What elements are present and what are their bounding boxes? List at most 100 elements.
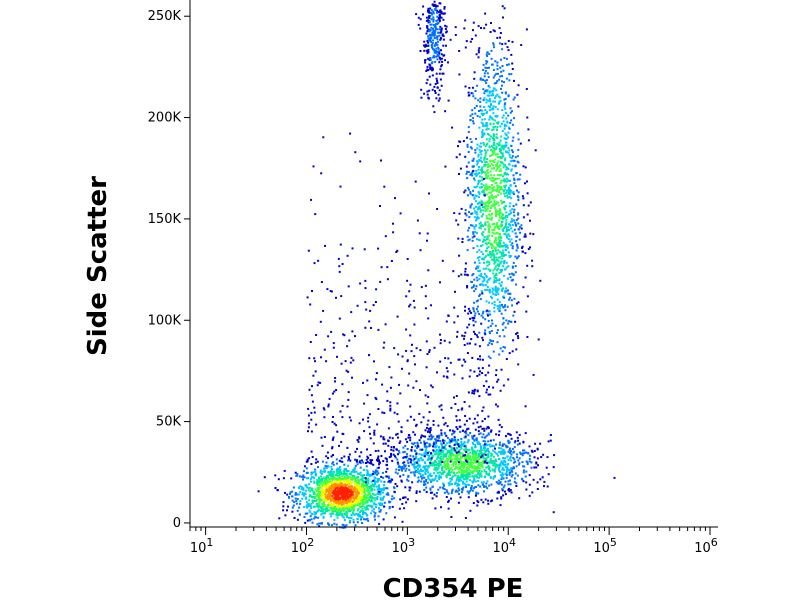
data-point bbox=[483, 75, 486, 78]
data-point bbox=[502, 69, 505, 72]
data-point bbox=[543, 480, 546, 483]
data-point bbox=[313, 497, 316, 500]
data-point bbox=[418, 472, 420, 475]
data-point bbox=[507, 442, 510, 445]
data-point bbox=[486, 237, 489, 240]
data-point bbox=[438, 436, 441, 439]
data-point bbox=[437, 462, 440, 465]
data-point bbox=[463, 335, 466, 338]
data-point bbox=[516, 160, 519, 163]
data-point bbox=[351, 505, 354, 508]
data-point bbox=[367, 477, 370, 480]
data-point bbox=[488, 443, 491, 446]
data-point bbox=[491, 137, 494, 139]
data-point bbox=[509, 296, 512, 299]
data-point bbox=[416, 446, 418, 449]
data-point bbox=[306, 519, 309, 522]
data-point bbox=[384, 450, 386, 453]
data-point bbox=[485, 98, 488, 101]
data-point bbox=[438, 471, 441, 474]
data-point bbox=[493, 267, 496, 270]
data-point bbox=[402, 473, 405, 476]
data-point bbox=[423, 40, 426, 43]
data-point bbox=[317, 476, 320, 479]
data-point bbox=[495, 269, 498, 272]
data-point bbox=[476, 250, 479, 253]
data-point bbox=[452, 461, 455, 464]
data-point bbox=[325, 479, 328, 482]
data-point bbox=[427, 48, 430, 51]
data-point bbox=[335, 491, 338, 494]
data-point bbox=[319, 500, 322, 503]
data-point bbox=[309, 511, 312, 514]
data-point bbox=[451, 452, 454, 455]
data-point bbox=[458, 452, 461, 455]
data-point bbox=[493, 260, 496, 263]
data-point bbox=[496, 288, 499, 291]
data-point bbox=[488, 472, 491, 475]
data-point bbox=[451, 490, 454, 492]
data-point bbox=[493, 202, 496, 205]
data-point bbox=[496, 287, 499, 290]
data-point bbox=[485, 485, 487, 488]
data-point bbox=[356, 447, 358, 450]
data-point bbox=[325, 476, 328, 479]
data-point bbox=[327, 485, 330, 488]
data-point bbox=[402, 451, 405, 454]
data-point bbox=[450, 516, 453, 518]
data-point bbox=[387, 493, 390, 496]
data-point bbox=[481, 201, 484, 204]
data-point bbox=[498, 263, 501, 266]
data-point bbox=[441, 469, 444, 471]
data-point bbox=[527, 139, 530, 142]
data-point bbox=[429, 472, 432, 475]
data-point bbox=[474, 149, 477, 151]
data-point bbox=[286, 493, 289, 496]
data-point bbox=[502, 251, 505, 254]
data-point bbox=[496, 61, 499, 64]
data-point bbox=[524, 235, 527, 238]
data-point bbox=[396, 458, 399, 461]
data-point bbox=[483, 279, 486, 282]
data-point bbox=[613, 476, 616, 479]
data-point bbox=[469, 40, 472, 43]
data-point bbox=[333, 491, 335, 494]
data-point bbox=[521, 461, 524, 464]
data-point bbox=[543, 485, 545, 488]
data-point bbox=[346, 516, 349, 518]
data-point bbox=[431, 61, 434, 64]
data-point bbox=[474, 312, 477, 315]
data-point bbox=[338, 514, 341, 516]
data-point bbox=[488, 227, 491, 230]
data-point bbox=[501, 350, 504, 353]
data-point bbox=[471, 212, 474, 215]
data-point bbox=[498, 141, 501, 144]
data-point bbox=[485, 443, 488, 446]
data-point bbox=[438, 52, 441, 55]
data-point bbox=[526, 116, 529, 119]
data-point bbox=[348, 476, 351, 479]
data-point bbox=[524, 405, 527, 408]
data-point bbox=[512, 191, 515, 194]
data-point bbox=[470, 203, 473, 206]
data-point bbox=[465, 432, 468, 435]
data-point bbox=[413, 461, 416, 464]
data-point bbox=[477, 56, 480, 59]
data-point bbox=[467, 496, 470, 499]
data-point bbox=[367, 519, 370, 522]
data-point bbox=[519, 231, 522, 234]
data-point bbox=[351, 485, 353, 488]
data-point bbox=[344, 501, 347, 504]
data-point bbox=[409, 471, 412, 474]
data-point bbox=[513, 208, 516, 211]
data-point bbox=[433, 453, 436, 456]
data-point bbox=[495, 129, 498, 132]
data-point bbox=[490, 244, 493, 247]
data-point bbox=[353, 478, 356, 481]
data-point bbox=[488, 310, 491, 313]
data-point bbox=[401, 465, 404, 468]
data-point bbox=[479, 432, 482, 435]
data-point bbox=[501, 80, 503, 83]
data-point bbox=[493, 306, 496, 309]
data-point bbox=[453, 439, 456, 441]
